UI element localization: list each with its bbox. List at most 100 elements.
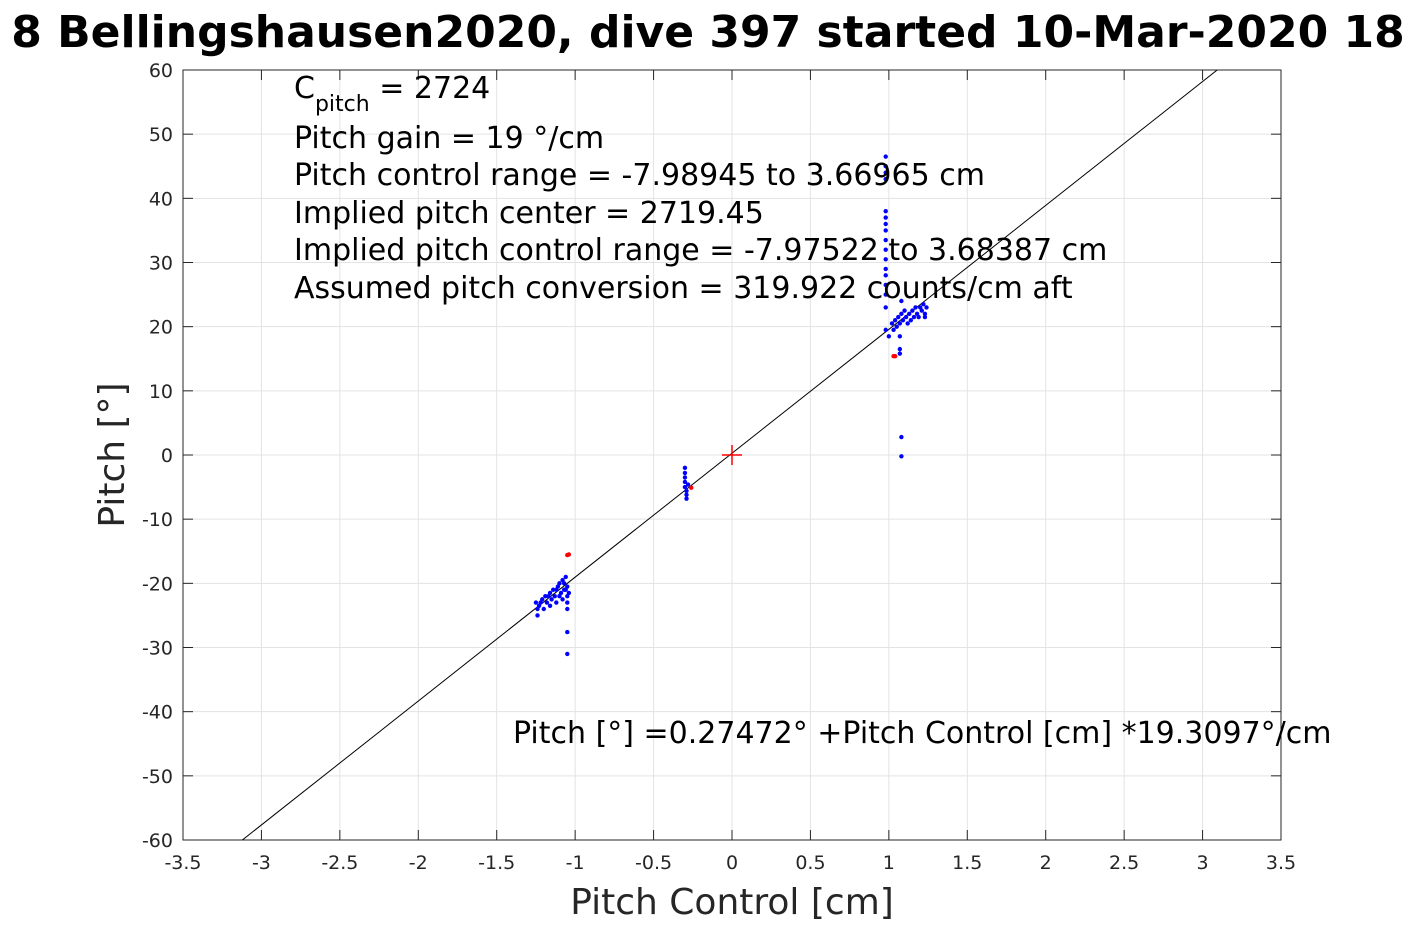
data-point — [883, 266, 888, 272]
data-point — [883, 176, 888, 182]
data-point — [897, 351, 903, 356]
data-point — [908, 318, 914, 323]
data-point — [883, 327, 888, 333]
annotation-implied-pitch-center: Implied pitch center = 2719.45 — [294, 196, 764, 231]
y-tick-label: 40 — [149, 188, 173, 210]
y-tick-label: -10 — [142, 509, 173, 531]
data-point — [902, 308, 907, 313]
y-tick-label: 10 — [149, 381, 173, 403]
data-point — [883, 305, 888, 310]
data-point — [684, 488, 689, 494]
data-point — [540, 597, 545, 602]
data-point — [883, 247, 888, 252]
data-point — [896, 314, 901, 320]
data-point — [883, 282, 888, 288]
y-tick-label: 50 — [149, 124, 173, 146]
data-point — [921, 302, 926, 307]
data-point — [883, 237, 888, 243]
data-point — [883, 154, 888, 159]
data-point — [883, 257, 888, 262]
y-tick-label: 60 — [149, 60, 173, 82]
data-point — [900, 318, 906, 323]
data-point — [924, 305, 929, 310]
data-point — [552, 593, 557, 599]
data-point — [558, 590, 564, 596]
x-tick-label: 3 — [1197, 852, 1209, 874]
data-point — [682, 484, 688, 490]
data-point — [886, 334, 892, 339]
grid — [182, 69, 1282, 841]
data-point — [897, 346, 903, 352]
data-point — [565, 600, 570, 605]
c-pitch-value: = 2724 — [370, 71, 491, 106]
x-tick-label: 0.5 — [795, 852, 825, 874]
y-axis-label: Pitch [°] — [92, 382, 133, 527]
data-point — [903, 314, 909, 320]
y-tick-label: 30 — [149, 253, 173, 275]
data-point — [883, 208, 888, 214]
axis-ticks: -3.5 -3 -2.5 -2 -1.5 -1 -0.5 0 0.5 1 1.5 2 2.5 3 3.5 -6… — [142, 60, 1296, 874]
data-point — [554, 600, 559, 605]
fit-equation-label: Pitch [°] =0.27472° +Pitch Control [cm] … — [513, 716, 1331, 751]
data-point — [899, 454, 904, 459]
data-point — [682, 470, 688, 476]
data-point — [535, 613, 540, 618]
x-tick-label: 0 — [726, 852, 738, 874]
data-point — [899, 298, 904, 304]
c-pitch-subscript: pitch — [315, 92, 370, 117]
data-point — [565, 584, 570, 589]
data-point — [892, 353, 898, 359]
data-point — [566, 590, 572, 596]
y-tick-label: -50 — [142, 766, 173, 788]
data-point — [544, 600, 550, 605]
data-point — [883, 273, 888, 278]
x-tick-label: 3.5 — [1266, 852, 1296, 874]
data-point — [891, 327, 896, 333]
data-point — [907, 311, 912, 317]
data-point — [561, 581, 567, 586]
data-point — [541, 606, 546, 612]
data-point — [565, 651, 570, 657]
data-point — [547, 603, 553, 608]
data-point — [883, 170, 888, 175]
data-point — [899, 434, 904, 440]
data-point — [557, 581, 562, 586]
data-point — [883, 164, 888, 169]
data-point — [919, 308, 924, 313]
x-tick-label: -1.5 — [478, 852, 515, 874]
data-point — [689, 485, 694, 490]
data-point — [684, 492, 689, 497]
y-tick-label: 0 — [161, 445, 173, 467]
data-point — [550, 587, 556, 592]
data-point — [547, 590, 553, 596]
y-tick-label: -20 — [142, 573, 173, 595]
data-point — [913, 305, 918, 310]
data-point — [682, 465, 688, 471]
data-point — [883, 221, 888, 227]
data-point — [883, 228, 888, 233]
data-point — [560, 597, 565, 602]
data-point — [905, 321, 910, 326]
data-point — [883, 215, 888, 220]
data-point — [922, 311, 928, 317]
data-point — [684, 496, 689, 501]
annotation-assumed-pitch-conversion: Assumed pitch conversion = 319.922 count… — [294, 271, 1073, 306]
x-tick-label: -2 — [409, 852, 428, 874]
data-point — [922, 314, 928, 320]
data-point — [543, 593, 548, 599]
x-tick-label: -3.5 — [164, 852, 201, 874]
data-point — [565, 552, 570, 558]
x-tick-label: -2.5 — [321, 852, 358, 874]
annotation-pitch-gain: Pitch gain = 19 °/cm — [294, 121, 604, 156]
data-point — [549, 597, 554, 602]
data-point — [883, 292, 888, 297]
y-tick-label: -60 — [142, 830, 173, 852]
y-tick-label: 20 — [149, 317, 173, 339]
chart-title: 8 Bellingshausen2020, dive 397 started 1… — [11, 7, 1405, 58]
x-tick-label: -3 — [252, 852, 271, 874]
x-tick-label: 2 — [1040, 852, 1052, 874]
y-tick-label: -30 — [142, 638, 173, 660]
data-point — [897, 334, 903, 339]
data-point — [894, 324, 899, 329]
